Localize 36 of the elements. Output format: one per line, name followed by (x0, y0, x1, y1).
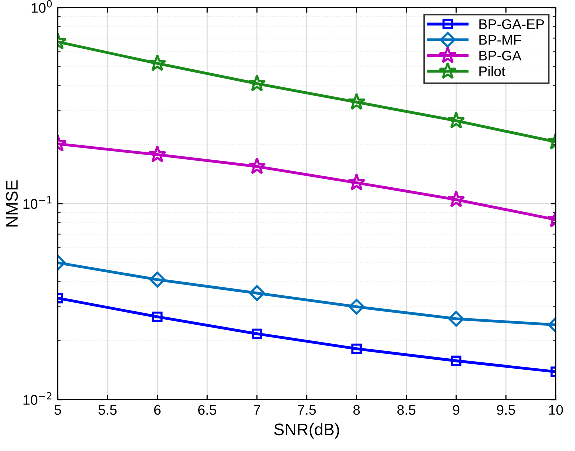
legend-label: Pilot (480, 66, 506, 76)
point (448, 311, 464, 327)
x-tick-label: 8.5 (398, 405, 416, 416)
legend-label: BP-MF (480, 35, 522, 45)
point (249, 285, 266, 302)
point (248, 74, 266, 92)
point (348, 174, 366, 191)
x-tick-label: 6 (154, 405, 161, 416)
x-tick-label: 5 (54, 405, 62, 416)
y-axis-title: NMSE (6, 180, 18, 227)
point (348, 92, 366, 110)
point (348, 299, 365, 315)
point (352, 344, 362, 354)
point (148, 146, 167, 163)
y-tick-label: 10$^{−2}$ (24, 392, 52, 406)
x-tick-label: 9 (453, 405, 460, 416)
x-tick-label: 5.5 (98, 405, 117, 416)
legend-label: BP-GA-EP (480, 19, 544, 30)
point (451, 356, 462, 366)
point (447, 190, 466, 208)
x-axis-title: SNR(dB) (274, 423, 340, 439)
point (148, 54, 167, 72)
x-tick-label: 8 (354, 405, 360, 416)
x-tick-label: 6.5 (198, 405, 216, 416)
point (248, 157, 266, 174)
x-tick-label: 7 (254, 405, 260, 415)
point (447, 112, 466, 129)
y-tick-label: 10$^{0}$ (32, 0, 52, 14)
legend-label: BP-GA (480, 50, 522, 61)
point (252, 328, 262, 340)
x-tick-label: 9.5 (497, 405, 516, 416)
y-tick-label: 10$^{−1}$ (24, 196, 52, 210)
x-tick-label: 10 (549, 405, 564, 416)
point (150, 272, 166, 288)
point (152, 312, 163, 322)
x-tick-label: 7.5 (298, 405, 316, 416)
